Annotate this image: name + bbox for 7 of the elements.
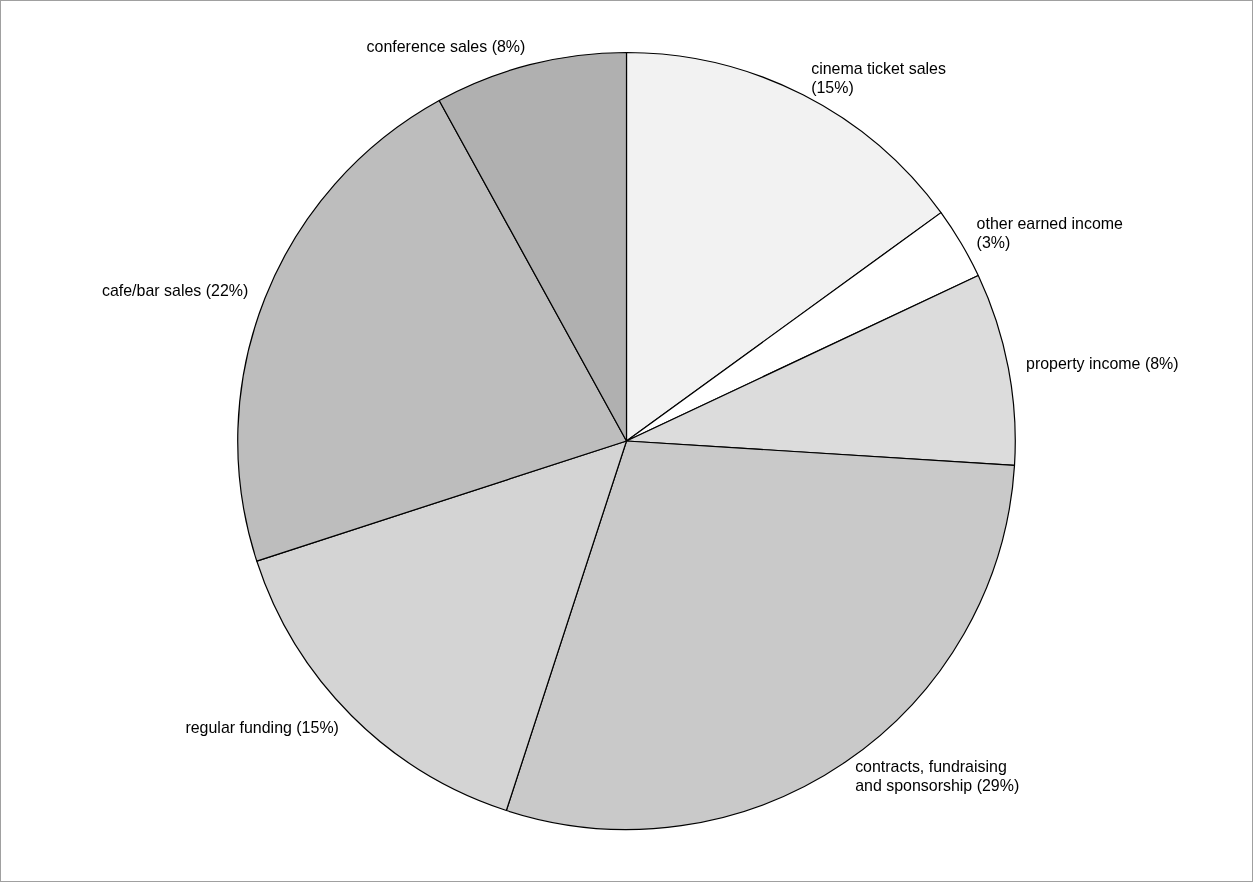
slice-label: cafe/bar sales (22%) [101,281,249,299]
slice-label: property income (8%) [1026,355,1179,373]
slice-label: conference sales (8%) [366,37,526,55]
slice-label: regular funding (15%) [185,718,339,736]
slice-label: other earned income (3%) [976,215,1124,251]
slice-label: contracts, fundraising and sponsorship (29%) [855,758,1020,795]
slice-label: cinema ticket sales (15%) [811,59,946,96]
